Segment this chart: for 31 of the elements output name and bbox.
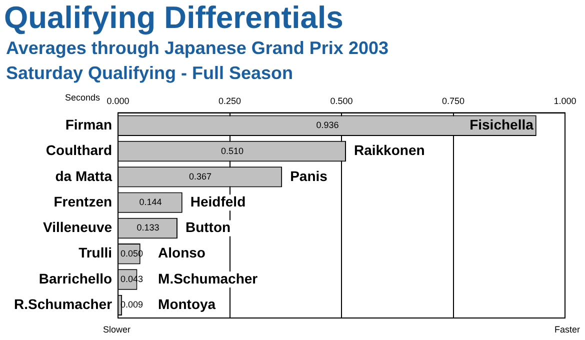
text: Faster bbox=[554, 324, 580, 334]
y-tick-label: da Matta bbox=[55, 168, 112, 184]
data-label: 0.133 bbox=[136, 222, 160, 233]
data-label: 0.510 bbox=[220, 146, 244, 156]
y-tick-label: Frentzen bbox=[54, 193, 112, 210]
x-tick-label: 0.000 bbox=[106, 96, 130, 106]
y-tick-label: R.Schumacher bbox=[14, 296, 113, 312]
x-tick-label: 0.500 bbox=[330, 96, 353, 106]
data-label: 0.367 bbox=[189, 171, 212, 182]
text: Slower bbox=[103, 324, 131, 334]
chart-subtitle: Averages through Japanese Grand Prix 2003 Saturday Qualifying - Full Season bbox=[6, 37, 388, 85]
annotation: Button bbox=[185, 219, 231, 236]
x-tick-label: 0.750 bbox=[442, 96, 465, 106]
chart-title: Qualifying Differentials bbox=[4, 0, 344, 36]
data-label: 0.936 bbox=[316, 120, 339, 130]
annotation: Alonso bbox=[158, 244, 206, 261]
y-tick-label: Trulli bbox=[78, 244, 112, 261]
x-tick-label: 1.000 bbox=[554, 96, 576, 106]
x-axis-title: Seconds bbox=[65, 92, 101, 102]
y-tick-label: Firman bbox=[65, 116, 112, 132]
y-tick-label: Barrichello bbox=[38, 270, 112, 286]
y-tick-label: Villeneuve bbox=[43, 219, 112, 236]
annotation: Panis bbox=[290, 168, 328, 184]
annotation: M.Schumacher bbox=[158, 270, 258, 286]
x-tick-label: 0.250 bbox=[218, 96, 242, 106]
data-label: 0.144 bbox=[139, 197, 162, 208]
annotation: Heidfeld bbox=[190, 193, 246, 210]
annotation: Fisichella bbox=[470, 116, 534, 132]
annotation: Raikkonen bbox=[354, 142, 425, 158]
annotation: Montoya bbox=[158, 296, 216, 312]
y-tick-label: Coulthard bbox=[46, 142, 112, 158]
